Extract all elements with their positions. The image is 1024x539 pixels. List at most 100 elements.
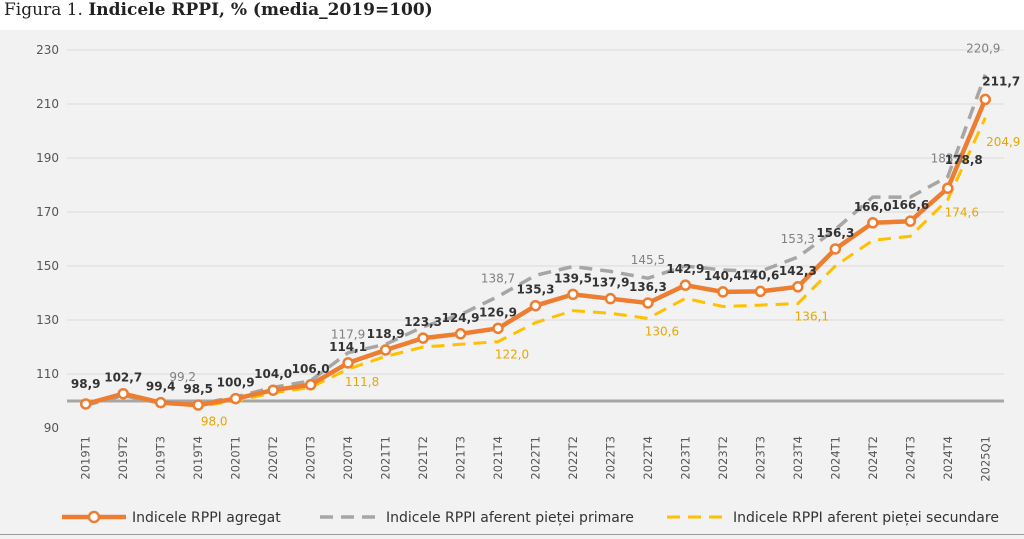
point-agregat xyxy=(867,217,879,229)
data-label-agregat: 142,3 xyxy=(779,264,817,278)
data-label-primar: 117,9 xyxy=(331,328,365,342)
data-label-primar: 145,5 xyxy=(631,253,665,267)
x-tick-label: 2025Q1 xyxy=(978,436,992,482)
x-tick-label: 2021T3 xyxy=(454,436,468,480)
x-tick-label: 2019T2 xyxy=(116,436,130,480)
data-label-agregat: 140,4 xyxy=(704,269,742,283)
x-tick-label: 2019T4 xyxy=(191,436,205,480)
x-tick-label: 2020T2 xyxy=(266,436,280,480)
y-tick-label: 90 xyxy=(44,421,59,435)
data-label-primar: 99,2 xyxy=(169,370,196,384)
x-tick-label: 2022T1 xyxy=(529,436,543,480)
data-label-agregat: 135,3 xyxy=(517,283,555,297)
x-tick-label: 2019T1 xyxy=(79,436,93,480)
point-agregat xyxy=(679,279,692,291)
data-label-agregat: 99,4 xyxy=(146,380,176,394)
x-tick-label: 2024T4 xyxy=(941,436,955,480)
point-agregat xyxy=(192,399,204,411)
point-agregat xyxy=(567,288,579,301)
x-tick-label: 2019T3 xyxy=(154,436,168,480)
y-tick-label: 190 xyxy=(36,151,59,165)
data-label-agregat: 166,6 xyxy=(891,198,929,212)
data-label-agregat: 114,1 xyxy=(329,340,367,354)
legend-label-primar: Indicele RPPI aferent pieței primare xyxy=(386,510,634,526)
data-label-agregat: 98,5 xyxy=(183,382,213,396)
point-agregat xyxy=(342,357,354,369)
data-label-agregat: 106,0 xyxy=(292,362,330,376)
legend-marker-agregat xyxy=(87,510,101,524)
x-tick-label: 2022T3 xyxy=(603,436,617,480)
figure-title: Figura 1. Indicele RPPI, % (media_2019=1… xyxy=(4,0,433,20)
y-tick-label: 130 xyxy=(36,313,59,327)
point-agregat xyxy=(942,182,954,194)
data-label-agregat: 140,6 xyxy=(741,268,779,282)
point-agregat xyxy=(229,392,242,405)
point-agregat xyxy=(417,332,429,344)
point-agregat xyxy=(267,384,279,396)
data-label-agregat: 98,9 xyxy=(71,377,101,391)
data-label-agregat: 166,0 xyxy=(854,200,892,214)
legend-label-secundar: Indicele RPPI aferent pieței secundare xyxy=(733,510,999,526)
data-label-agregat: 118,9 xyxy=(367,327,405,341)
chart-panel: 90 110 130 150 170 190 210 230 2019T1 2019T2 2019T… xyxy=(0,30,1024,539)
x-tick-label: 2024T2 xyxy=(866,436,880,480)
x-tick-label: 2024T1 xyxy=(828,436,842,480)
data-label-secundar: 174,6 xyxy=(945,206,979,220)
series-line-agregat xyxy=(85,98,988,408)
data-label-agregat: 139,5 xyxy=(554,271,592,285)
data-label-secundar: 111,8 xyxy=(345,375,379,389)
x-tick-label: 2022T4 xyxy=(641,436,655,480)
data-label-agregat: 102,7 xyxy=(104,371,142,385)
data-label-agregat: 100,9 xyxy=(217,376,255,390)
y-tick-label: 230 xyxy=(36,43,59,57)
x-tick-label: 2022T2 xyxy=(566,436,580,480)
bottom-rule xyxy=(0,534,1024,535)
x-tick-label: 2020T4 xyxy=(341,436,355,480)
point-agregat xyxy=(454,328,467,340)
data-label-primar: 183,1 xyxy=(931,152,965,166)
point-agregat xyxy=(642,297,654,309)
x-tick-label: 2020T1 xyxy=(229,436,243,480)
point-agregat xyxy=(117,387,129,400)
data-label-secundar: 122,0 xyxy=(495,348,529,362)
x-tick-label: 2021T4 xyxy=(491,436,505,480)
data-label-primar: 220,9 xyxy=(966,42,1000,56)
data-label-agregat: 178,8 xyxy=(945,153,983,167)
y-tick-label: 110 xyxy=(36,367,59,381)
series-line-secundar xyxy=(85,117,987,408)
point-agregat xyxy=(604,292,617,305)
data-label-agregat: 142,9 xyxy=(666,262,704,276)
data-label-agregat: 156,3 xyxy=(816,226,854,240)
x-tick-label: 2020T3 xyxy=(304,436,318,480)
data-label-agregat: 123,3 xyxy=(404,315,442,329)
x-tick-label: 2021T1 xyxy=(379,436,393,480)
data-label-agregat: 137,9 xyxy=(591,276,629,290)
data-label-primar: 153,3 xyxy=(781,232,815,246)
x-tick-label: 2023T3 xyxy=(753,436,767,480)
point-agregat xyxy=(754,285,767,298)
data-label-secundar: 204,9 xyxy=(986,135,1020,149)
x-tick-label: 2021T2 xyxy=(416,436,430,480)
x-tick-label: 2024T3 xyxy=(903,436,917,480)
point-agregat xyxy=(717,286,729,298)
x-tick-label: 2023T2 xyxy=(716,436,730,480)
point-agregat xyxy=(154,396,167,409)
figure-label: Figura 1. xyxy=(4,0,83,20)
y-tick-label: 170 xyxy=(36,205,59,219)
point-agregat xyxy=(829,243,842,255)
data-label-agregat: 104,0 xyxy=(254,367,292,381)
y-tick-label: 210 xyxy=(36,97,59,111)
legend-label-agregat: Indicele RPPI agregat xyxy=(132,510,281,526)
data-label-secundar: 98,0 xyxy=(201,414,228,428)
data-label-secundar: 130,6 xyxy=(645,324,679,338)
point-agregat xyxy=(379,344,392,356)
data-label-secundar: 136,1 xyxy=(795,310,829,324)
point-agregat xyxy=(492,322,504,335)
x-tick-label: 2023T1 xyxy=(678,436,692,480)
data-label-agregat: 124,9 xyxy=(442,311,480,325)
rppi-line-chart: 90 110 130 150 170 190 210 230 2019T1 2019T2 2019T… xyxy=(36,42,1020,526)
y-tick-label: 150 xyxy=(36,259,59,273)
figure-heading: Indicele RPPI, % (media_2019=100) xyxy=(88,0,433,20)
point-agregat xyxy=(79,398,92,410)
x-tick-label: 2023T4 xyxy=(791,436,805,480)
